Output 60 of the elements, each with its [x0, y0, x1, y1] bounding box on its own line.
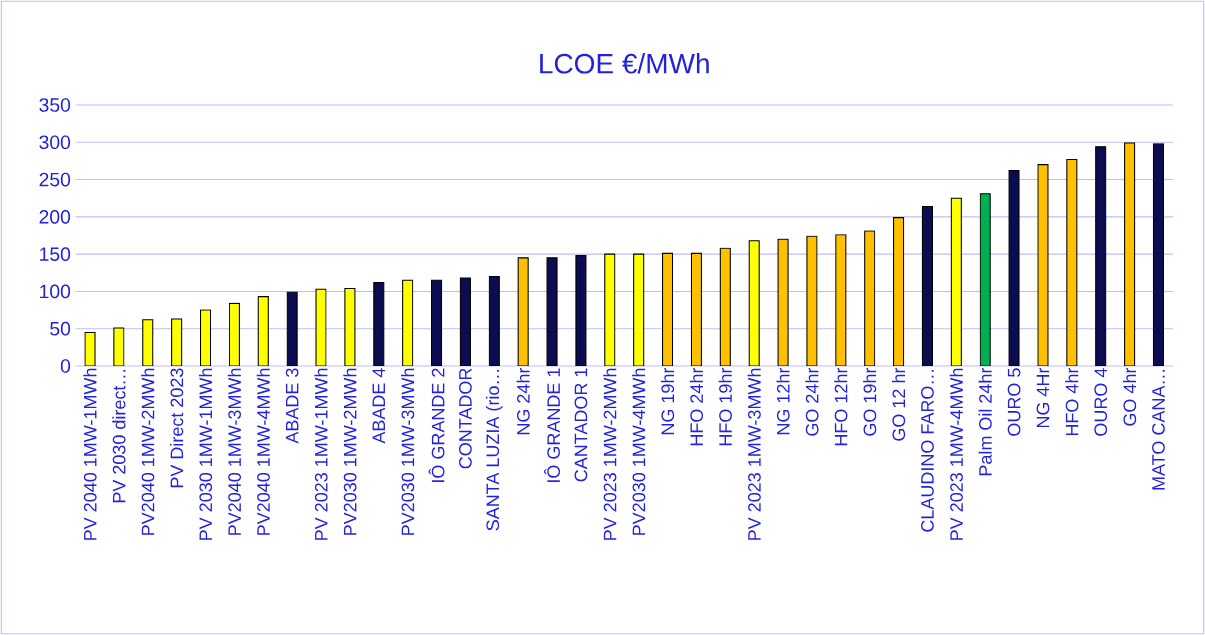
bar [806, 235, 818, 366]
y-tick-label: 200 [39, 210, 71, 224]
bar [488, 275, 500, 366]
x-tick-label: PV2040 1MW-3MWh [227, 368, 241, 535]
bar [142, 319, 154, 366]
x-tick-label: PV 2023 1MW-3MWh [747, 368, 761, 540]
bar [1095, 146, 1107, 366]
x-tick-label: IÔ GRANDE 2 [428, 368, 445, 482]
y-tick-label: 350 [39, 98, 71, 112]
x-tick-label: CLAUDINO FARO… [921, 370, 934, 532]
x-tick-label: PV2030 1MW-2MWh [343, 368, 357, 535]
x-tick-label: GO 4hr [1122, 367, 1137, 426]
y-tick-label: 250 [39, 172, 71, 187]
x-tick-label: Palm Oil 24hr [978, 367, 992, 476]
x-tick-label: PV 2023 1MW-4MWh [949, 368, 963, 540]
x-tick-label: PV2030 1MW-4MWh [632, 368, 646, 535]
x-tick-label: PV 2023 1MW-1MWh [314, 368, 328, 540]
x-tick-label: GO 19hr [863, 367, 877, 436]
y-tick-label: 300 [39, 135, 71, 150]
x-tick-label: HFO 24hr [689, 367, 704, 446]
chart-title: LCOE €/MWh [540, 53, 709, 74]
bar [748, 240, 760, 366]
x-tick-label: HFO 12hr [834, 367, 848, 446]
bar [893, 217, 905, 366]
bar [1152, 143, 1165, 366]
x-tick-label: CONTADOR [459, 368, 472, 469]
x-tick-label: PV 2023 1MW-2MWh [603, 368, 617, 540]
x-tick-label: IÔ GRANDE 1 [544, 368, 560, 482]
x-tick-label: NG 12hr [776, 367, 790, 435]
x-tick-label: PV2040 1MW-4MWh [256, 368, 270, 535]
y-tick-label: 150 [40, 247, 71, 261]
bar [344, 287, 356, 366]
x-tick-label: MATO CANA… [1152, 370, 1165, 490]
bar [257, 296, 269, 366]
bar [546, 257, 558, 366]
bar [1008, 170, 1020, 366]
x-tick-label: OURO 5 [1007, 368, 1021, 436]
y-tick-label: 100 [40, 284, 71, 299]
x-tick-label: NG 24hr [516, 367, 530, 435]
x-tick-label: ABADE 4 [372, 368, 385, 444]
bar [199, 309, 212, 366]
x-tick-label: HFO 4hr [1065, 367, 1079, 436]
bar [604, 253, 616, 366]
x-tick-label: PV2040 1MW-2MWh [141, 368, 155, 535]
y-tick-label: 50 [50, 321, 71, 336]
x-tick-label: NG 4Hr [1036, 367, 1050, 428]
y-tick-label: 0 [60, 359, 71, 373]
x-tick-label: NG 19hr [660, 367, 675, 435]
x-tick-label: CANTADOR 1 [574, 368, 588, 482]
x-tick-label: HFO 19hr [718, 367, 732, 446]
x-tick-label: GO 12 hr [891, 367, 906, 441]
x-tick-label: PV Direct 2023 [170, 368, 184, 488]
x-tick-label: ABADE 3 [285, 368, 299, 444]
x-tick-label: SANTA LUZIA (rio… [485, 370, 503, 531]
x-tick-label: PV2030 1MW-3MWh [401, 368, 415, 535]
x-tick-label: GO 24hr [805, 367, 819, 436]
x-tick-label: PV 2030 1MW-1MWh [198, 368, 213, 540]
x-tick-label: PV 2040 1MW-1MWh [83, 368, 97, 540]
x-tick-label: PV 2030 direct… [112, 370, 126, 503]
x-tick-label: OURO 4 [1094, 368, 1108, 436]
